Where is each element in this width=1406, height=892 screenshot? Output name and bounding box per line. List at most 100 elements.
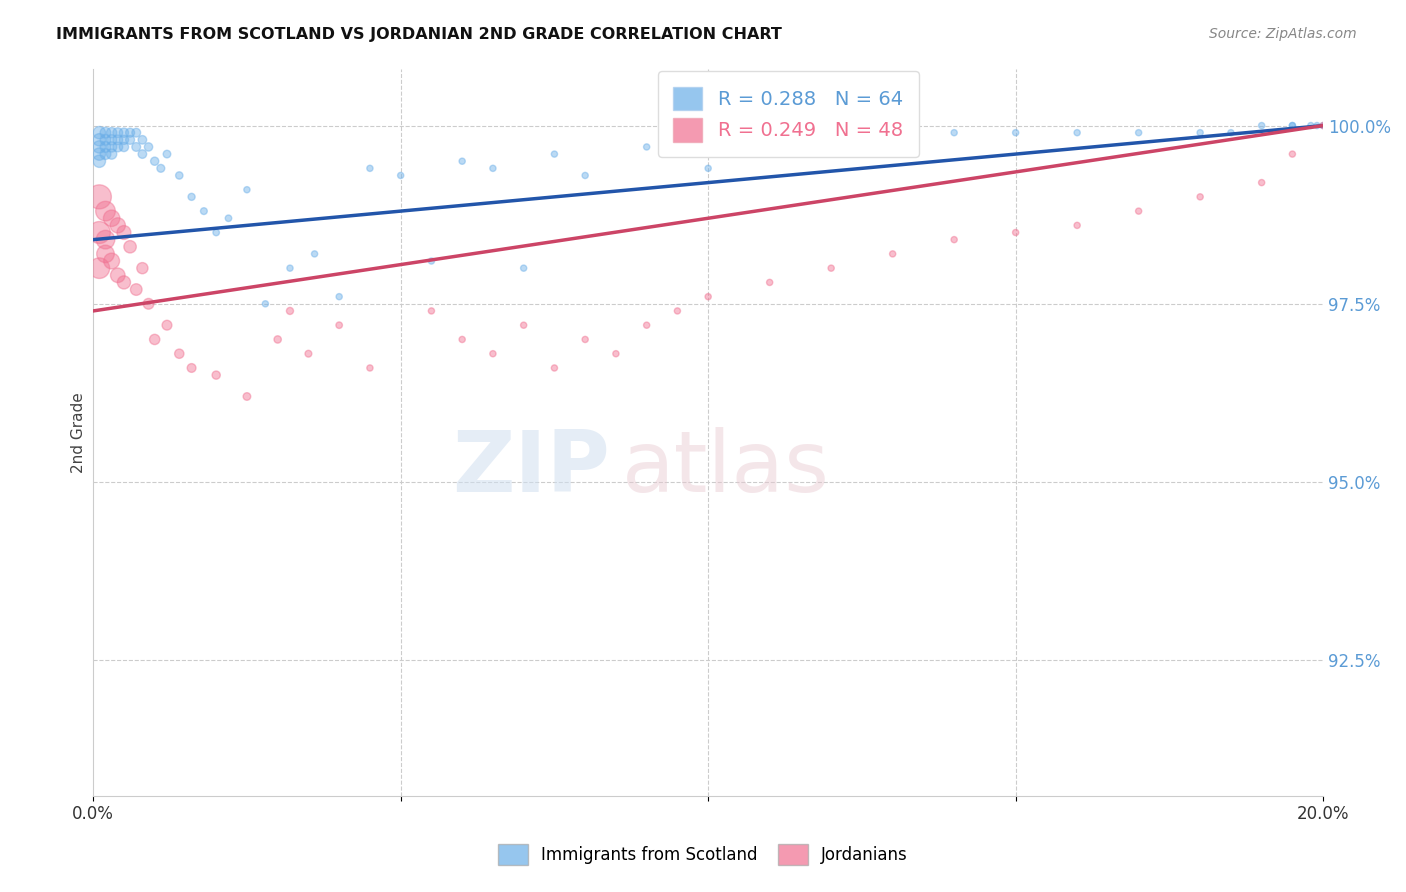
Point bbox=[389, 169, 412, 183]
Point bbox=[1128, 204, 1150, 219]
Point bbox=[1250, 119, 1272, 133]
Point bbox=[1281, 119, 1303, 133]
Point bbox=[100, 140, 122, 154]
Point bbox=[89, 133, 111, 147]
Point bbox=[94, 133, 117, 147]
Point bbox=[89, 154, 111, 169]
Point bbox=[1281, 147, 1303, 161]
Point bbox=[156, 318, 179, 333]
Point bbox=[218, 211, 240, 226]
Point bbox=[278, 304, 301, 318]
Point bbox=[100, 126, 122, 140]
Text: IMMIGRANTS FROM SCOTLAND VS JORDANIAN 2ND GRADE CORRELATION CHART: IMMIGRANTS FROM SCOTLAND VS JORDANIAN 2N… bbox=[56, 27, 782, 42]
Text: atlas: atlas bbox=[621, 427, 830, 510]
Point bbox=[107, 219, 129, 233]
Point bbox=[943, 233, 966, 247]
Point bbox=[1189, 190, 1212, 204]
Point bbox=[278, 261, 301, 276]
Point bbox=[107, 140, 129, 154]
Point bbox=[1312, 119, 1334, 133]
Point bbox=[94, 247, 117, 261]
Point bbox=[512, 261, 534, 276]
Point bbox=[100, 254, 122, 268]
Point bbox=[94, 233, 117, 247]
Point bbox=[131, 133, 153, 147]
Point bbox=[107, 268, 129, 283]
Point bbox=[112, 140, 135, 154]
Point bbox=[94, 147, 117, 161]
Point bbox=[882, 247, 904, 261]
Point bbox=[1004, 126, 1026, 140]
Point bbox=[180, 361, 202, 376]
Point bbox=[420, 304, 443, 318]
Point bbox=[125, 126, 148, 140]
Point bbox=[697, 290, 720, 304]
Point bbox=[169, 347, 191, 361]
Point bbox=[107, 126, 129, 140]
Legend: Immigrants from Scotland, Jordanians: Immigrants from Scotland, Jordanians bbox=[489, 836, 917, 873]
Point bbox=[193, 204, 215, 219]
Point bbox=[149, 161, 172, 176]
Point bbox=[1299, 119, 1322, 133]
Point bbox=[574, 169, 596, 183]
Point bbox=[882, 133, 904, 147]
Point bbox=[120, 126, 142, 140]
Point bbox=[169, 169, 191, 183]
Point bbox=[636, 140, 658, 154]
Legend: R = 0.288   N = 64, R = 0.249   N = 48: R = 0.288 N = 64, R = 0.249 N = 48 bbox=[658, 71, 918, 157]
Point bbox=[100, 211, 122, 226]
Point bbox=[120, 133, 142, 147]
Point bbox=[89, 147, 111, 161]
Point bbox=[636, 318, 658, 333]
Point bbox=[328, 318, 350, 333]
Point bbox=[451, 333, 474, 347]
Point bbox=[100, 147, 122, 161]
Point bbox=[697, 161, 720, 176]
Point bbox=[131, 147, 153, 161]
Point bbox=[138, 140, 160, 154]
Point bbox=[328, 290, 350, 304]
Point bbox=[89, 226, 111, 240]
Point bbox=[143, 333, 166, 347]
Point bbox=[205, 226, 228, 240]
Point bbox=[1066, 219, 1088, 233]
Point bbox=[1306, 119, 1329, 133]
Point bbox=[120, 240, 142, 254]
Point bbox=[89, 126, 111, 140]
Point bbox=[420, 254, 443, 268]
Point bbox=[236, 183, 259, 197]
Text: Source: ZipAtlas.com: Source: ZipAtlas.com bbox=[1209, 27, 1357, 41]
Point bbox=[758, 140, 780, 154]
Point bbox=[1219, 126, 1241, 140]
Point bbox=[125, 283, 148, 297]
Text: ZIP: ZIP bbox=[451, 427, 610, 510]
Point bbox=[451, 154, 474, 169]
Point bbox=[820, 261, 842, 276]
Point bbox=[543, 361, 565, 376]
Point bbox=[254, 297, 277, 311]
Point bbox=[236, 389, 259, 403]
Point bbox=[89, 190, 111, 204]
Point bbox=[89, 140, 111, 154]
Point bbox=[156, 147, 179, 161]
Point bbox=[1250, 176, 1272, 190]
Point bbox=[482, 161, 505, 176]
Point bbox=[359, 361, 381, 376]
Point bbox=[943, 126, 966, 140]
Point bbox=[266, 333, 288, 347]
Point bbox=[297, 347, 319, 361]
Point bbox=[205, 368, 228, 383]
Y-axis label: 2nd Grade: 2nd Grade bbox=[72, 392, 86, 473]
Point bbox=[304, 247, 326, 261]
Point bbox=[574, 333, 596, 347]
Point bbox=[512, 318, 534, 333]
Point bbox=[112, 226, 135, 240]
Point bbox=[180, 190, 202, 204]
Point bbox=[605, 347, 627, 361]
Point bbox=[94, 126, 117, 140]
Point bbox=[482, 347, 505, 361]
Point bbox=[138, 297, 160, 311]
Point bbox=[1128, 126, 1150, 140]
Point bbox=[543, 147, 565, 161]
Point bbox=[359, 161, 381, 176]
